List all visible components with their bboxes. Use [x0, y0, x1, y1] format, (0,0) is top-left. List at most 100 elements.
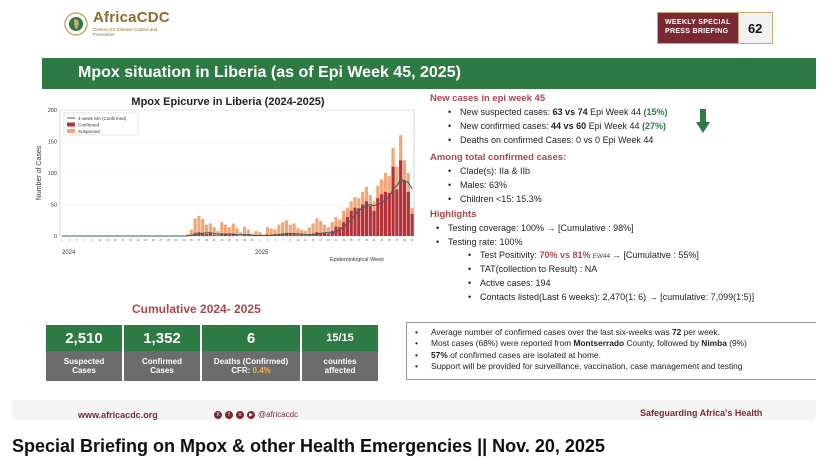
confirmed-bar — [296, 234, 300, 236]
positivity-item: Test Positivity: 70% vs 81% EW44 → [Cumu… — [468, 250, 816, 261]
suspected-bar — [315, 218, 319, 236]
confirmed-bar — [303, 235, 308, 236]
suspected-bar — [235, 228, 239, 236]
confirmed-bar — [288, 234, 292, 236]
social-handle: @africacdc — [258, 410, 299, 419]
suspected-bar — [281, 222, 285, 236]
clade-item: Clade(s): IIa & IIb — [448, 166, 816, 177]
suspected-bar — [212, 227, 216, 236]
confirmed-bar — [300, 234, 304, 236]
suspected-bar — [322, 224, 327, 236]
facebook-icon: f — [225, 410, 233, 419]
suspected-bar — [246, 229, 251, 236]
legend-label: Confirmed — [78, 123, 100, 128]
suspected-bar — [208, 223, 212, 236]
briefing-badge: WEEKLY SPECIAL PRESS BRIEFING 62 — [657, 12, 773, 44]
x-tick-label: 35 — [190, 238, 193, 242]
x-tick-label: 17 — [121, 238, 124, 242]
confirmed-bar — [201, 232, 205, 236]
x-tick-label: 49 — [243, 238, 246, 242]
x-tick-label: 41 — [213, 238, 216, 242]
suspected-bar — [311, 223, 315, 236]
suspected-bar — [220, 222, 224, 236]
confirmed-bar — [216, 235, 220, 236]
cumulative-stats: 2,510 Suspected Cases 1,352 Confirmed Case… — [46, 325, 378, 381]
contacts-item: Contacts listed(Last 6 weeks): 2,470(1: … — [468, 292, 816, 303]
y-tick-label: 0 — [54, 234, 57, 240]
x-tick-label: 29 — [167, 238, 170, 242]
youtube-icon: ▶ — [247, 410, 255, 419]
y-tick-label: 100 — [48, 171, 57, 177]
x-tick-label: 23 — [144, 238, 147, 242]
suspected-bar — [326, 227, 330, 236]
counties-stat: 15/15 counties affected — [302, 325, 378, 381]
active-cases-item: Active cases: 194 — [468, 278, 816, 289]
confirmed-bar — [227, 234, 231, 236]
briefing-number: 62 — [738, 12, 773, 44]
x-tick-label: 11 — [99, 238, 102, 242]
confirmed-bar — [361, 204, 365, 236]
confirmed-bar — [357, 208, 361, 236]
summary-average: Average number of confirmed cases over t… — [415, 327, 816, 338]
x-tick-label: 27 — [357, 238, 360, 242]
legend-swatch — [67, 129, 75, 133]
x-icon: X — [214, 410, 222, 419]
suspected-bar — [216, 230, 220, 236]
x-tick-label: 37 — [395, 238, 398, 242]
confirmed-bar — [399, 160, 403, 236]
confirmed-bar — [243, 234, 247, 236]
x-tick-label: 51 — [251, 238, 254, 242]
summary-box: Average number of confirmed cases over t… — [406, 322, 816, 380]
legend-label: 4-week MA (Confirmed) — [78, 116, 127, 121]
confirmed-bar — [387, 193, 391, 236]
tat-item: TAT(collection to Result) : NA — [468, 264, 816, 275]
summary-support: Support will be provided for surveillanc… — [415, 361, 816, 372]
x-tick-label: 29 — [365, 238, 368, 242]
confirmed-bar — [235, 235, 239, 236]
confirmed-bar — [212, 234, 216, 236]
confirmed-bar — [368, 205, 372, 236]
video-title[interactable]: Special Briefing on Mpox & other Health … — [12, 436, 605, 456]
suspected-bar — [303, 230, 308, 236]
confirmed-bar — [204, 234, 209, 236]
confirmed-bar — [319, 232, 323, 236]
x-tick-label: 15 — [114, 238, 117, 242]
suspected-stat: 2,510 Suspected Cases — [46, 325, 122, 381]
children-item: Children <15: 15.3% — [448, 194, 816, 205]
x-tick-label: 25 — [152, 238, 155, 242]
x-tick-label: 31 — [175, 238, 178, 242]
suspected-bar — [189, 229, 193, 236]
suspected-bar — [250, 233, 254, 236]
cumulative-title: Cumulative 2024- 2025 — [132, 302, 261, 316]
x-tick-label: 13 — [304, 238, 307, 242]
x-tick-label: 25 — [350, 238, 353, 242]
y-tick-label: 50 — [51, 203, 57, 209]
suspected-count: 2,510 — [46, 325, 122, 351]
suspected-bar — [197, 215, 201, 236]
x-tick-label: 23 — [342, 238, 345, 242]
confirmed-bar — [402, 180, 407, 236]
confirmed-bar — [223, 234, 228, 236]
footer-url: www.africacdc.org — [78, 410, 158, 420]
suspected-bar — [201, 218, 205, 236]
suspected-bar — [223, 224, 228, 236]
suspected-bar — [319, 220, 323, 236]
counties-count: 15/15 — [302, 325, 378, 351]
legend-swatch — [67, 122, 75, 127]
x-tick-label: 39 — [205, 238, 208, 242]
x-tick-label: 33 — [380, 238, 383, 242]
suspected-bar — [204, 224, 209, 236]
confirmed-bar — [307, 234, 311, 236]
org-subtitle: Centres for Disease Control and Preventi… — [93, 27, 158, 38]
x-tick-label: 19 — [129, 238, 132, 242]
confirmed-bar — [273, 234, 277, 236]
confirmed-bar — [372, 210, 376, 236]
x-tick-label: 39 — [403, 238, 406, 242]
suspected-bar — [258, 232, 262, 236]
x-tick-label: 27 — [159, 238, 162, 242]
suspected-bar — [269, 228, 273, 236]
confirmed-bar — [383, 191, 388, 236]
year-label-2024: 2024 — [62, 250, 76, 256]
x-tick-label: 47 — [236, 238, 239, 242]
new-confirmed-item: New confirmed cases: 44 vs 60 Epi Week 4… — [448, 121, 816, 132]
